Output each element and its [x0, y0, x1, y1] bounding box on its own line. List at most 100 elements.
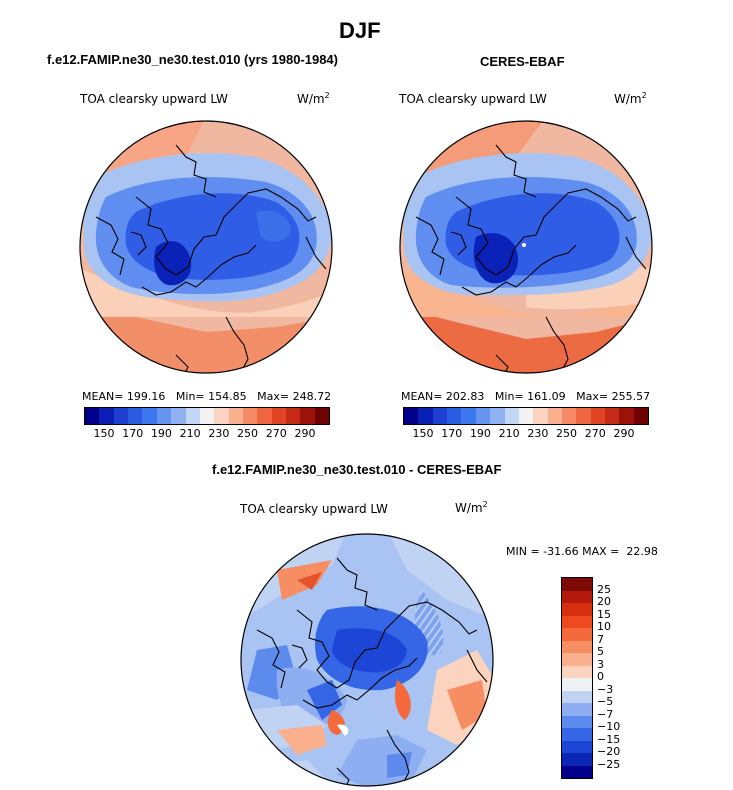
colorbar-tick-label: −20 — [597, 745, 621, 758]
colorbar-swatch — [562, 690, 592, 703]
colorbar-swatch — [619, 408, 634, 424]
colorbar-swatch — [432, 408, 448, 424]
colorbar-swatch — [185, 408, 200, 424]
left-case-title: f.e12.FAMIP.ne30_ne30.test.010 (yrs 1980… — [47, 52, 338, 67]
colorbar-swatch — [562, 715, 592, 728]
colorbar-tick-label: 170 — [122, 427, 144, 440]
colorbar-tick-label: 290 — [613, 427, 635, 440]
colorbar-swatch — [490, 408, 505, 424]
colorbar-swatch — [242, 408, 258, 424]
right-min: Min= 161.09 — [494, 390, 566, 403]
colorbar-tick-label: 190 — [150, 427, 172, 440]
colorbar-swatch — [214, 408, 229, 424]
colorbar-swatch — [518, 408, 534, 424]
colorbar-swatch — [605, 408, 620, 424]
left-colorbar — [84, 407, 330, 425]
colorbar-swatch — [562, 765, 592, 778]
colorbar-tick-label: 15 — [597, 607, 611, 621]
right-stats: MEAN= 202.83 Min= 161.09 Max= 255.57 — [401, 390, 650, 403]
colorbar-swatch — [562, 678, 592, 691]
colorbar-swatch — [562, 728, 592, 741]
colorbar-swatch — [113, 408, 129, 424]
diff-unit-label: W/m2 — [455, 500, 488, 515]
colorbar-tick-label: 150 — [93, 427, 115, 440]
right-colorbar — [403, 407, 649, 425]
colorbar-tick-label: 150 — [412, 427, 434, 440]
colorbar-tick-label: 250 — [556, 427, 578, 440]
colorbar-swatch — [562, 615, 592, 628]
colorbar-swatch — [562, 653, 592, 666]
left-polar-map — [79, 120, 333, 374]
colorbar-tick-label: −10 — [597, 720, 621, 733]
colorbar-tick-label: −7 — [597, 707, 614, 721]
colorbar-swatch — [561, 408, 577, 424]
right-variable-label: TOA clearsky upward LW — [399, 92, 547, 106]
colorbar-tick-label: 250 — [237, 427, 259, 440]
colorbar-swatch — [85, 408, 100, 424]
diff-minmax: MIN = -31.66 MAX = 22.98 — [506, 545, 658, 558]
colorbar-swatch — [562, 590, 592, 603]
colorbar-swatch — [633, 408, 649, 424]
colorbar-tick-label: 3 — [597, 657, 604, 671]
colorbar-swatch — [271, 408, 287, 424]
colorbar-swatch — [590, 408, 606, 424]
colorbar-swatch — [562, 640, 592, 653]
diff-colorbar — [561, 577, 593, 779]
colorbar-tick-label: 25 — [597, 582, 611, 596]
colorbar-tick-label: 190 — [469, 427, 491, 440]
left-min: Min= 154.85 — [175, 390, 247, 403]
colorbar-tick-label: −5 — [597, 695, 614, 708]
colorbar-swatch — [171, 408, 186, 424]
colorbar-tick-label: 170 — [441, 427, 463, 440]
diff-polar-map — [240, 533, 494, 787]
colorbar-swatch — [447, 408, 462, 424]
right-case-title: CERES-EBAF — [480, 54, 565, 69]
colorbar-tick-label: 210 — [498, 427, 520, 440]
colorbar-swatch — [286, 408, 301, 424]
colorbar-swatch — [562, 740, 592, 753]
colorbar-swatch — [404, 408, 419, 424]
right-mean: MEAN= 202.83 — [401, 390, 485, 403]
colorbar-swatch — [461, 408, 476, 424]
colorbar-swatch — [228, 408, 243, 424]
colorbar-swatch — [562, 703, 592, 716]
colorbar-tick-label: 270 — [584, 427, 606, 440]
colorbar-swatch — [562, 603, 592, 616]
colorbar-swatch — [533, 408, 548, 424]
colorbar-tick-label: 210 — [179, 427, 201, 440]
colorbar-tick-label: 230 — [527, 427, 549, 440]
colorbar-tick-label: 0 — [597, 670, 604, 683]
colorbar-swatch — [547, 408, 562, 424]
left-mean: MEAN= 199.16 — [82, 390, 166, 403]
colorbar-swatch — [562, 753, 592, 766]
colorbar-swatch — [300, 408, 315, 424]
colorbar-swatch — [199, 408, 215, 424]
right-max: Max= 255.57 — [576, 390, 651, 403]
colorbar-swatch — [562, 665, 592, 678]
colorbar-swatch — [257, 408, 272, 424]
colorbar-swatch — [156, 408, 172, 424]
right-polar-map — [399, 120, 653, 374]
colorbar-swatch — [562, 628, 592, 641]
colorbar-swatch — [314, 408, 330, 424]
left-unit-label: W/m2 — [297, 91, 330, 106]
colorbar-tick-label: 7 — [597, 632, 604, 646]
figure-title: DJF — [339, 18, 381, 43]
colorbar-tick-label: −3 — [597, 682, 614, 696]
colorbar-tick-label: 290 — [294, 427, 316, 440]
colorbar-tick-label: 10 — [597, 620, 611, 633]
diff-variable-label: TOA clearsky upward LW — [240, 502, 388, 516]
colorbar-tick-label: 230 — [208, 427, 230, 440]
left-stats: MEAN= 199.16 Min= 154.85 Max= 248.72 — [82, 390, 331, 403]
colorbar-swatch — [418, 408, 433, 424]
colorbar-tick-label: −15 — [597, 732, 621, 746]
colorbar-swatch — [142, 408, 157, 424]
colorbar-tick-label: −25 — [597, 757, 621, 771]
colorbar-tick-label: 270 — [265, 427, 287, 440]
colorbar-tick-label: 5 — [597, 645, 604, 658]
left-variable-label: TOA clearsky upward LW — [80, 92, 228, 106]
right-unit-label: W/m2 — [614, 91, 647, 106]
colorbar-swatch — [99, 408, 114, 424]
left-max: Max= 248.72 — [257, 390, 332, 403]
diff-case-title: f.e12.FAMIP.ne30_ne30.test.010 - CERES-E… — [212, 462, 502, 477]
